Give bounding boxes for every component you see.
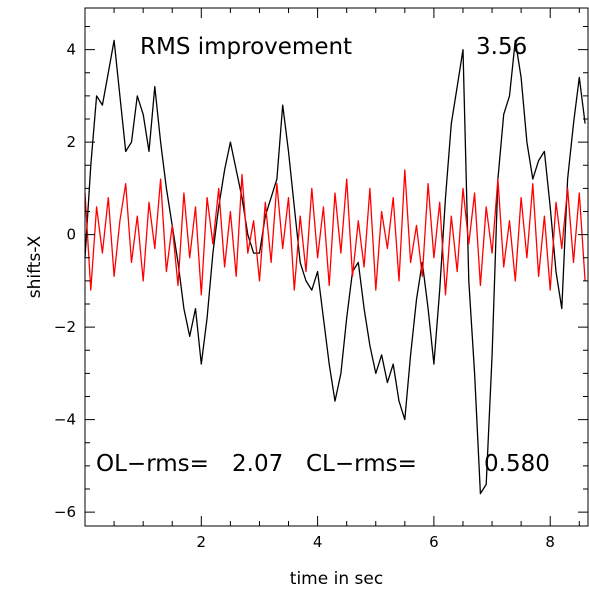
ol-rms-value: 2.07 — [232, 451, 283, 477]
y-tick-label: 2 — [66, 133, 76, 151]
cl-rms-value: 0.580 — [484, 451, 550, 477]
series-layer — [84, 39, 586, 495]
series-line-2 — [84, 169, 586, 296]
rms-improvement-value: 3.56 — [476, 34, 527, 60]
x-tick-label: 2 — [197, 533, 207, 551]
y-tick-label: 0 — [66, 226, 76, 244]
y-tick-label: −4 — [54, 411, 76, 429]
y-tick-label: 4 — [66, 41, 76, 59]
y-tick-label: −6 — [54, 503, 76, 521]
x-tick-label: 6 — [429, 533, 439, 551]
rms-improvement-label: RMS improvement — [140, 34, 352, 60]
y-axis-title: shifts-X — [25, 235, 45, 298]
series-line-1 — [84, 39, 586, 495]
y-tick-label: −2 — [54, 318, 76, 336]
ticks-layer: 2 4 6 8 −6 −4 −2 0 2 4 — [54, 8, 588, 551]
cl-rms-label: CL−rms= — [306, 451, 417, 477]
plot-frame — [84, 7, 589, 527]
ol-rms-label: OL−rms= — [96, 451, 209, 477]
x-tick-label: 4 — [313, 533, 323, 551]
x-axis-title: time in sec — [290, 569, 383, 589]
x-tick-label: 8 — [545, 533, 555, 551]
